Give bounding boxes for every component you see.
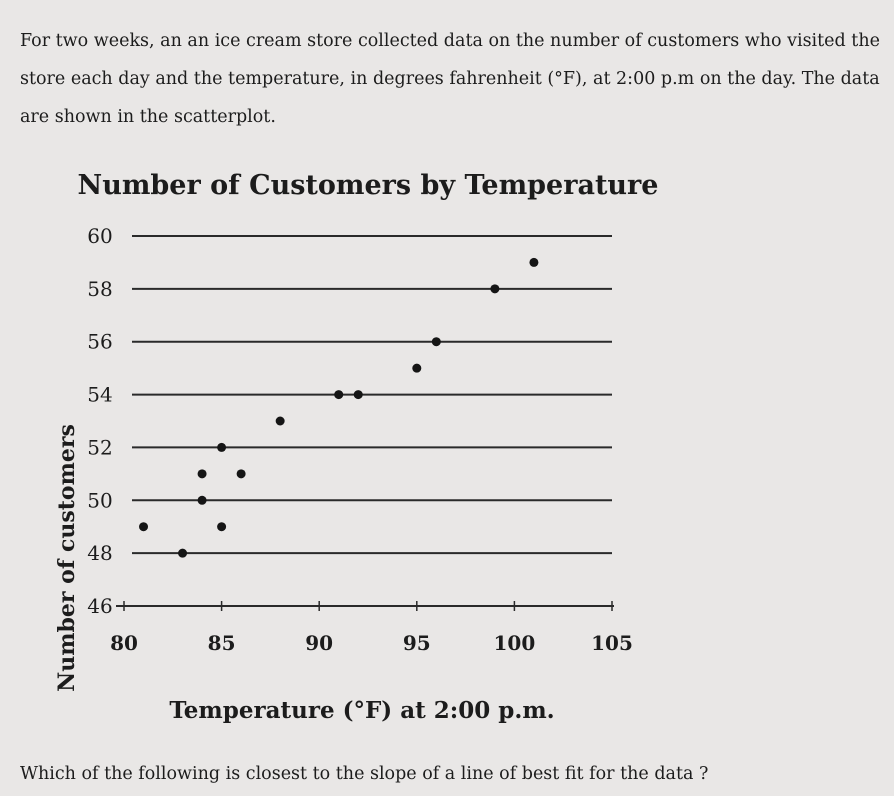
question-text: Which of the following is closest to the… xyxy=(20,764,709,784)
data-point-14 xyxy=(529,257,539,267)
y-axis-label: Number of customers xyxy=(54,424,80,692)
x-tick-labels: 80 85 90 95 100 105 xyxy=(110,631,633,655)
problem-intro: For two weeks, an an ice cream store col… xyxy=(20,31,880,127)
data-point-11 xyxy=(412,363,422,373)
y-tick-label-50: 50 xyxy=(87,488,112,512)
scatter-chart: Number of Customers by Temperature 46 48 5… xyxy=(54,170,659,724)
x-tick-label-100: 100 xyxy=(494,631,536,655)
y-tick-label-52: 52 xyxy=(87,435,112,459)
data-point-8 xyxy=(275,416,285,426)
chart-title: Number of Customers by Temperature xyxy=(78,170,659,201)
y-tick-label-48: 48 xyxy=(87,541,112,565)
y-tick-label-54: 54 xyxy=(87,383,112,407)
data-point-12 xyxy=(431,337,441,347)
grid-lines xyxy=(132,235,612,555)
data-point-2 xyxy=(178,548,188,558)
x-tick-label-85: 85 xyxy=(208,631,236,655)
x-tick-label-90: 90 xyxy=(305,631,333,655)
x-axis xyxy=(116,601,614,611)
x-tick-label-105: 105 xyxy=(591,631,633,655)
x-axis-label: Temperature (°F) at 2:00 p.m. xyxy=(169,697,554,724)
data-point-6 xyxy=(217,442,227,452)
data-point-1 xyxy=(139,522,149,532)
x-tick-label-80: 80 xyxy=(110,631,138,655)
y-tick-labels: 46 48 50 52 54 56 58 60 xyxy=(87,224,112,618)
data-point-13 xyxy=(490,284,500,294)
data-point-4 xyxy=(197,469,207,479)
y-tick-label-58: 58 xyxy=(87,277,112,301)
x-tick-label-95: 95 xyxy=(403,631,431,655)
y-tick-label-46: 46 xyxy=(87,594,112,618)
y-tick-label-56: 56 xyxy=(87,330,112,354)
data-points xyxy=(139,257,539,558)
data-point-3 xyxy=(197,495,207,505)
data-point-9 xyxy=(334,390,344,400)
data-point-5 xyxy=(217,522,227,532)
data-point-7 xyxy=(236,469,246,479)
data-point-10 xyxy=(353,390,363,400)
y-tick-label-60: 60 xyxy=(87,224,112,248)
